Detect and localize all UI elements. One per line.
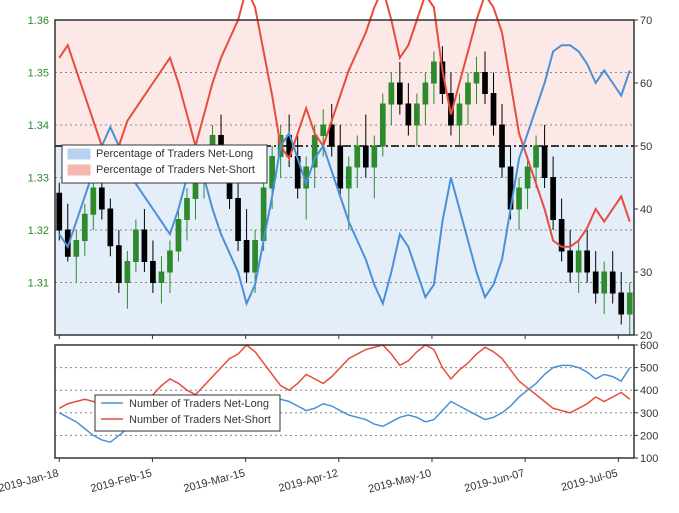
svg-text:1.31: 1.31: [28, 278, 49, 290]
svg-text:100: 100: [640, 453, 658, 465]
svg-text:1.33: 1.33: [28, 173, 49, 185]
svg-text:70: 70: [640, 15, 652, 27]
svg-text:1.36: 1.36: [28, 15, 49, 27]
svg-text:Percentage of Traders Net-Shor: Percentage of Traders Net-Short: [96, 164, 255, 176]
svg-text:40: 40: [640, 204, 652, 216]
svg-text:200: 200: [640, 430, 658, 442]
svg-text:500: 500: [640, 363, 658, 375]
svg-text:2019-Jul-05: 2019-Jul-05: [560, 467, 619, 494]
svg-text:2019-Feb-15: 2019-Feb-15: [89, 467, 153, 495]
svg-text:2019-May-10: 2019-May-10: [367, 467, 433, 495]
svg-text:Number of Traders Net-Long: Number of Traders Net-Long: [129, 398, 269, 410]
svg-text:1.35: 1.35: [28, 68, 49, 80]
svg-text:2019-Mar-15: 2019-Mar-15: [182, 467, 246, 495]
svg-text:1.32: 1.32: [28, 225, 49, 237]
svg-text:600: 600: [640, 340, 658, 352]
svg-text:400: 400: [640, 385, 658, 397]
svg-text:30: 30: [640, 267, 652, 279]
svg-text:60: 60: [640, 78, 652, 90]
svg-text:Number of Traders Net-Short: Number of Traders Net-Short: [129, 414, 271, 426]
svg-text:50: 50: [640, 141, 652, 153]
svg-text:2019-Apr-12: 2019-Apr-12: [277, 467, 339, 494]
svg-text:1.34: 1.34: [28, 120, 49, 132]
svg-text:2019-Jun-07: 2019-Jun-07: [463, 467, 526, 495]
svg-text:Percentage of Traders Net-Long: Percentage of Traders Net-Long: [96, 148, 253, 160]
chart-container: 1.311.321.331.341.351.36203040506070Perc…: [0, 0, 679, 513]
svg-text:300: 300: [640, 408, 658, 420]
svg-text:2019-Jan-18: 2019-Jan-18: [0, 467, 60, 495]
